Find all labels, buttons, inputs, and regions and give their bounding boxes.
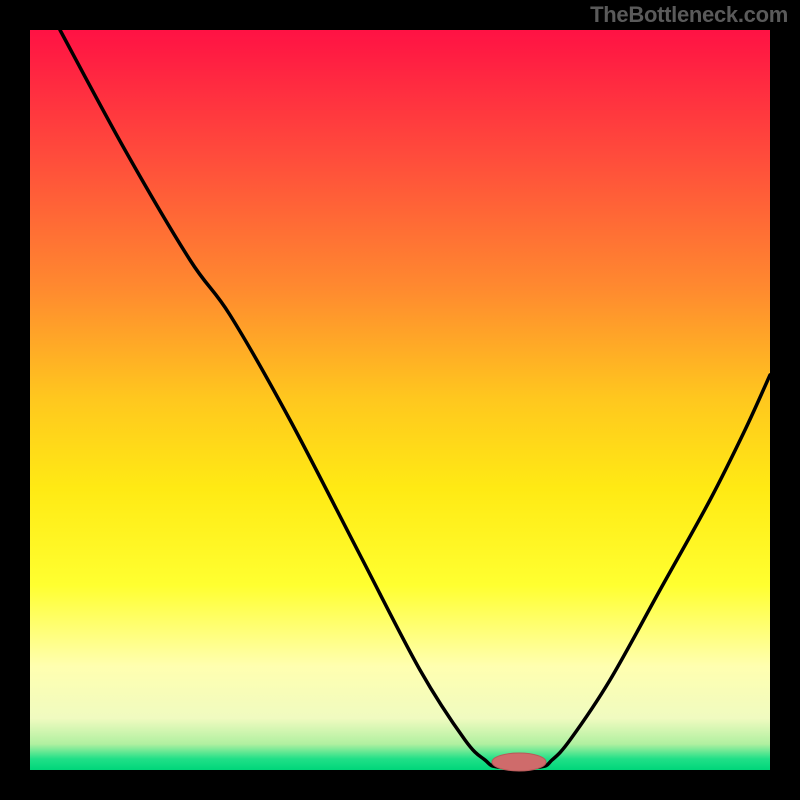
plot-area	[30, 30, 770, 770]
sweet-spot-marker	[492, 753, 546, 771]
watermark-text: TheBottleneck.com	[590, 2, 788, 28]
bottleneck-chart	[0, 0, 800, 800]
